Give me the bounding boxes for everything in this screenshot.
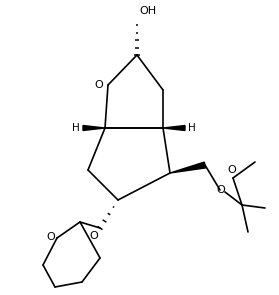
Text: H: H: [72, 123, 80, 133]
Polygon shape: [170, 162, 206, 173]
Text: O: O: [217, 185, 225, 195]
Text: H: H: [188, 123, 196, 133]
Polygon shape: [163, 125, 185, 130]
Text: OH: OH: [139, 6, 156, 16]
Text: O: O: [228, 165, 236, 175]
Polygon shape: [83, 125, 105, 130]
Text: O: O: [89, 231, 98, 241]
Text: O: O: [94, 80, 103, 90]
Text: O: O: [46, 232, 55, 242]
